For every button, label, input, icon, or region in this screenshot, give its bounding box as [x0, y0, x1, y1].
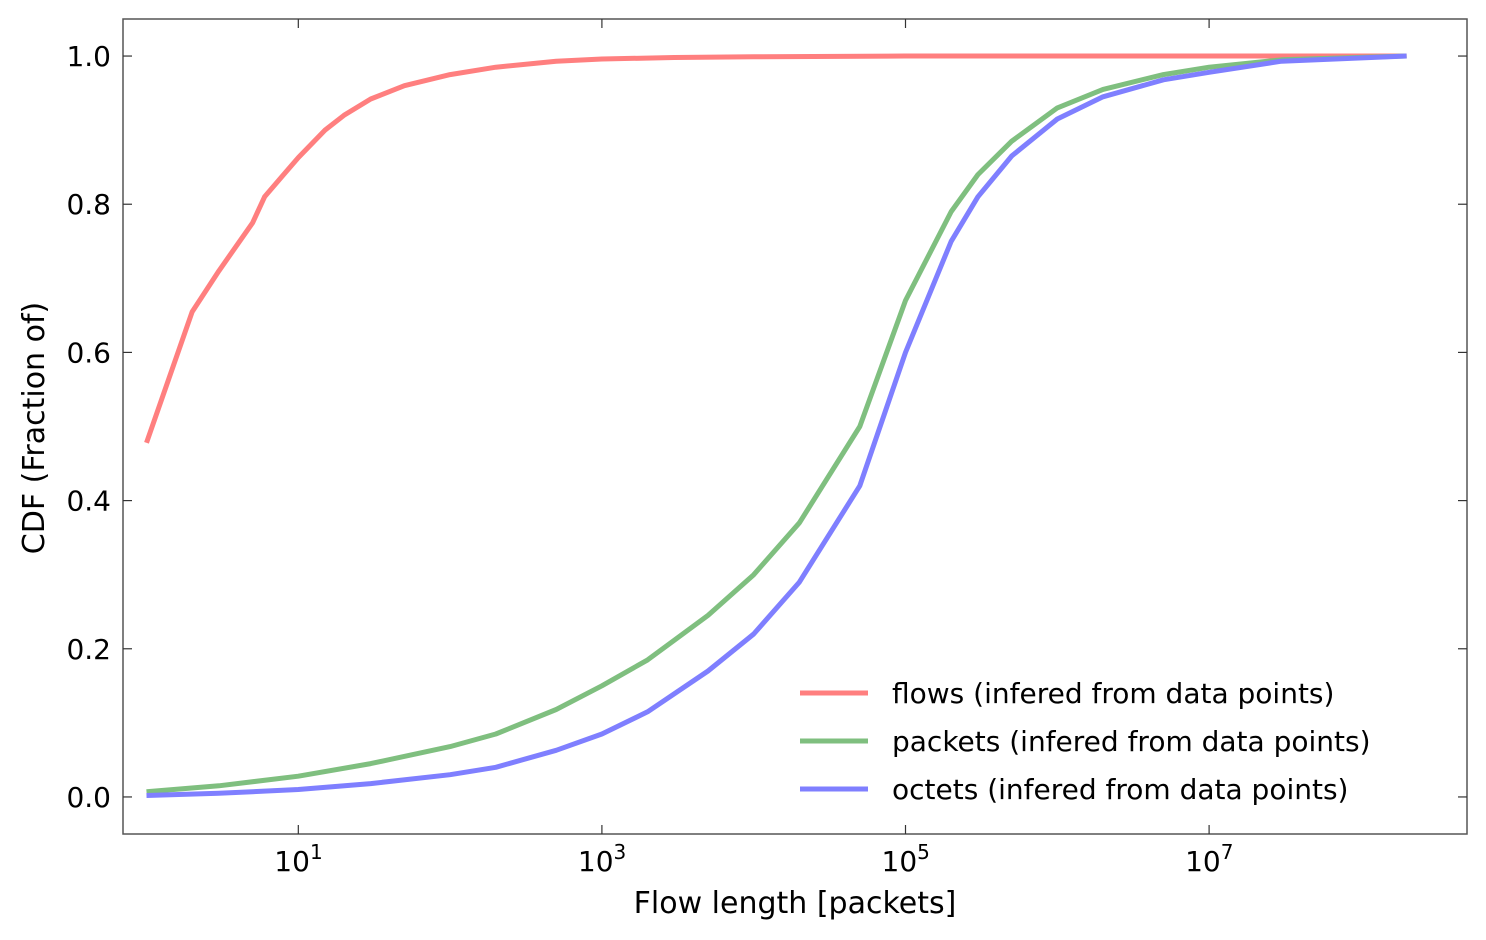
y-axis-label: CDF (Fraction of) [17, 302, 52, 554]
x-tick-label: 107 [1185, 840, 1233, 878]
series-line-2 [146, 53, 1407, 798]
y-tick-label: 1.0 [66, 40, 111, 73]
legend: flows (infered from data points) packets … [800, 677, 1371, 806]
series-line-0 [144, 53, 1407, 444]
x-tick-label: 103 [578, 840, 626, 878]
legend-label-1: packets (infered from data points) [892, 725, 1371, 758]
legend-label-2: octets (infered from data points) [892, 773, 1348, 806]
series-line-1 [146, 53, 1407, 795]
x-tick-label: 101 [274, 840, 322, 878]
plot-frame [122, 18, 1468, 835]
y-tick-label: 0.2 [66, 633, 111, 666]
x-tick-label: 105 [882, 840, 930, 878]
y-tick-label: 0.6 [66, 336, 111, 369]
y-tick-label: 0.4 [66, 485, 111, 518]
y-tick-label: 0.8 [66, 188, 111, 221]
legend-label-0: flows (infered from data points) [892, 677, 1334, 710]
x-axis-label: Flow length [packets] [634, 886, 957, 921]
ticks-layer: 0.0 0.2 0.4 0.6 0.8 1.0 101 103 105 107 [66, 19, 1467, 878]
series-layer [144, 53, 1407, 798]
y-tick-label: 0.0 [66, 781, 111, 814]
